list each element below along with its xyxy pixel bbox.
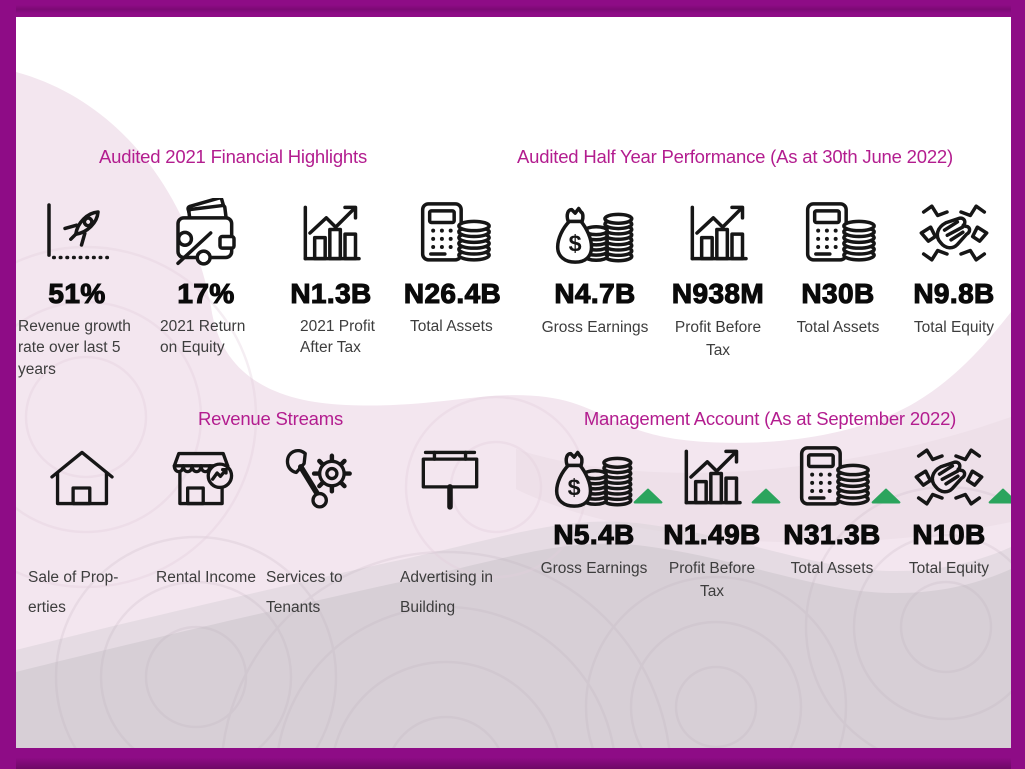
stat-item-profit-before-tax: N1.49B Profit Before Tax — [653, 442, 771, 604]
frame-border-left — [0, 0, 16, 769]
stat-label: Total Assets — [796, 319, 880, 336]
stat-value: N9.8B — [913, 277, 995, 309]
stat-value: N1.49B — [663, 518, 761, 550]
stat-label: 2021 Return on Equity — [160, 318, 246, 357]
stat-label: Profit Before Tax — [674, 319, 762, 360]
hands-together-icon — [907, 442, 991, 512]
wrench-gear-icon — [283, 444, 363, 512]
stat-item-total-assets: N31.3B Total Assets — [771, 442, 893, 604]
frame-border-bottom — [0, 748, 1025, 769]
stat-value: 51% — [48, 277, 106, 309]
section-audited-2021: Audited 2021 Financial Highlights 51% Re… — [18, 146, 523, 380]
stat-value: N1.3B — [290, 277, 372, 309]
stat-label: Total Equity — [908, 560, 990, 577]
stat-label: Profit Before Tax — [668, 560, 756, 601]
rocket-growth-icon — [35, 198, 119, 268]
stats-row: N5.4B Gross Earnings N1.49B Profit Befor… — [495, 442, 1015, 604]
stat-item-total-equity: N9.8B Total Equity — [897, 198, 1011, 363]
stat-label: Gross Earnings — [541, 319, 649, 336]
calculator-coins-icon — [411, 198, 495, 268]
stat-label: Total Equity — [913, 319, 995, 336]
calculator-coins-icon — [796, 198, 880, 268]
stat-item-gross-earnings: N5.4B Gross Earnings — [535, 442, 653, 604]
stat-label: 2021 Profit After Tax — [300, 318, 375, 357]
stat-item-total-assets: N30B Total Assets — [779, 198, 897, 363]
billboard-icon — [410, 444, 490, 512]
stat-value: N31.3B — [783, 518, 881, 550]
stat-item-total-equity: N10B Total Equity — [893, 442, 1005, 604]
stat-value: N5.4B — [553, 518, 635, 550]
stream-item-rental-income: Rental Income — [146, 444, 256, 623]
stats-row: 51% Revenue growth rate over last 5 year… — [18, 198, 523, 380]
stat-value: 17% — [177, 277, 235, 309]
section-title-revenue-streams: Revenue Streams — [197, 408, 344, 429]
background-waves — [16, 17, 1011, 748]
calculator-coins-icon — [790, 442, 874, 512]
moneybag-coins-icon — [553, 198, 637, 268]
stat-item-return-on-equity: 17% 2021 Return on Equity — [136, 198, 276, 380]
frame-border-top — [0, 0, 1025, 17]
stream-label: Advertising in Building — [400, 569, 494, 617]
bar-chart-rise-icon — [670, 442, 754, 512]
stat-item-profit-before-tax: N938M Profit Before Tax — [657, 198, 779, 363]
section-revenue-streams: Revenue Streams Sale of Prop- erties Ren… — [18, 408, 523, 623]
stat-label: Revenue growth rate over last 5 years — [18, 318, 131, 378]
stats-row: N4.7B Gross Earnings N938M Profit Before… — [495, 198, 1015, 363]
frame-border-right — [1011, 0, 1025, 769]
stat-value: N26.4B — [403, 277, 502, 309]
stream-label: Rental Income — [156, 569, 256, 586]
section-half-year-performance: Audited Half Year Performance (As at 30t… — [495, 146, 1015, 363]
bar-chart-rise-icon — [676, 198, 760, 268]
stat-item-total-assets: N26.4B Total Assets — [386, 198, 519, 380]
wallet-percent-icon — [164, 198, 248, 268]
streams-row: Sale of Prop- erties Rental Income Servi… — [18, 444, 523, 623]
stat-value: N938M — [671, 277, 765, 309]
stat-label: Gross Earnings — [540, 560, 648, 577]
house-icon — [42, 444, 122, 512]
stream-label: Sale of Prop- erties — [28, 569, 119, 617]
stream-item-advertising: Advertising in Building — [390, 444, 510, 623]
section-title-management-account: Management Account (As at September 2022… — [583, 408, 957, 429]
stat-item-gross-earnings: N4.7B Gross Earnings — [533, 198, 657, 363]
stat-value: N4.7B — [554, 277, 636, 309]
stat-value: N10B — [912, 518, 986, 550]
stat-label: Total Assets — [410, 318, 493, 335]
stream-label: Services to Tenants — [266, 569, 343, 617]
moneybag-coins-icon — [552, 442, 636, 512]
hands-together-icon — [912, 198, 996, 268]
stream-item-sale-of-properties: Sale of Prop- erties — [18, 444, 146, 623]
storefront-icon — [161, 444, 241, 512]
stat-item-profit-after-tax: N1.3B 2021 Profit After Tax — [276, 198, 386, 380]
stat-item-revenue-growth: 51% Revenue growth rate over last 5 year… — [18, 198, 136, 380]
section-title-audited-2021: Audited 2021 Financial Highlights — [99, 146, 367, 167]
section-title-half-year: Audited Half Year Performance (As at 30t… — [517, 146, 953, 167]
stream-item-services-to-tenants: Services to Tenants — [256, 444, 390, 623]
section-management-account: Management Account (As at September 2022… — [495, 408, 1015, 604]
bar-chart-rise-icon — [289, 198, 373, 268]
stat-label: Total Assets — [790, 560, 874, 577]
stat-value: N30B — [801, 277, 875, 309]
